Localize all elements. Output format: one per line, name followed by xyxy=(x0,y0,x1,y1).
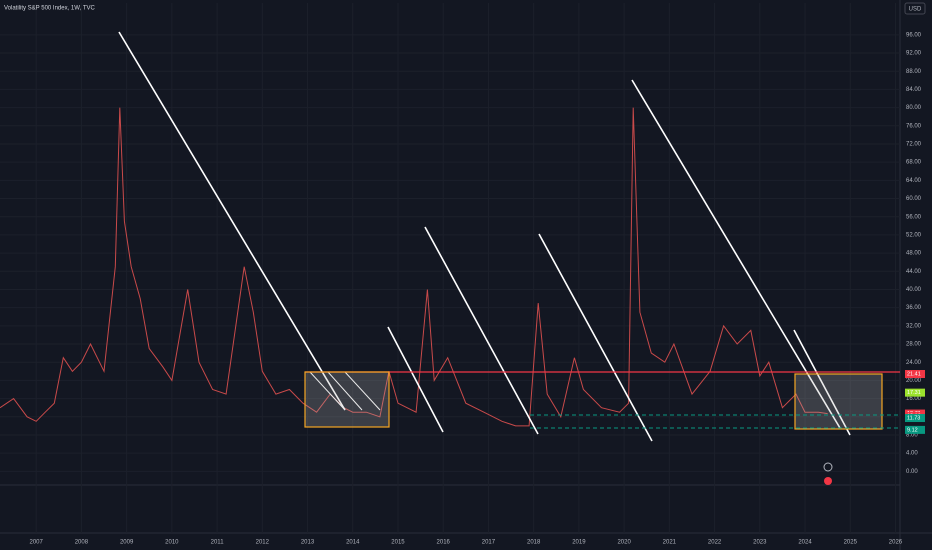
x-tick-label: 2025 xyxy=(844,540,858,546)
currency-box[interactable] xyxy=(904,2,926,15)
trend-line xyxy=(344,371,381,411)
x-tick-label: 2023 xyxy=(753,540,767,546)
y-tick-label: 80.00 xyxy=(906,105,922,111)
y-tick-label: 68.00 xyxy=(906,160,922,166)
price-line xyxy=(0,107,828,427)
x-tick-label: 2021 xyxy=(663,540,677,546)
x-tick-label: 2026 xyxy=(889,540,903,546)
price-level-label: 17.31 xyxy=(907,390,921,396)
trend-line xyxy=(424,226,539,435)
price-level-label: 9.12 xyxy=(907,427,918,433)
y-tick-label: 24.00 xyxy=(906,360,922,366)
currency-label: USD xyxy=(909,7,922,13)
trend-line xyxy=(538,233,653,442)
trend-line xyxy=(631,79,841,429)
y-tick-label: 84.00 xyxy=(906,87,922,93)
y-tick-label: 60.00 xyxy=(906,196,922,202)
y-tick-label: 16.00 xyxy=(906,396,922,402)
x-tick-label: 2011 xyxy=(211,540,225,546)
x-tick-label: 2019 xyxy=(572,540,586,546)
price-level-tag xyxy=(905,425,925,434)
price-level-tag xyxy=(905,414,925,423)
y-tick-label: 76.00 xyxy=(906,123,922,129)
y-tick-label: 44.00 xyxy=(906,269,922,275)
range-box xyxy=(794,373,883,430)
y-tick-label: 28.00 xyxy=(906,342,922,348)
trend-line xyxy=(327,371,363,411)
x-tick-label: 2012 xyxy=(256,540,270,546)
y-tick-label: 20.00 xyxy=(906,378,922,384)
trend-line xyxy=(309,371,346,411)
x-tick-label: 2010 xyxy=(165,540,179,546)
trend-line xyxy=(793,329,851,436)
y-tick-label: 36.00 xyxy=(906,305,922,311)
price-level-label: 21.41 xyxy=(907,371,921,377)
chart-title: Volatility S&P 500 Index, 1W, TVC xyxy=(4,6,95,12)
y-tick-label: 52.00 xyxy=(906,232,922,238)
x-tick-label: 2020 xyxy=(617,540,631,546)
y-tick-label: 64.00 xyxy=(906,178,922,184)
y-tick-label: 40.00 xyxy=(906,287,922,293)
x-tick-label: 2015 xyxy=(391,540,405,546)
y-tick-label: 32.00 xyxy=(906,323,922,329)
marks xyxy=(0,107,828,427)
y-tick-label: 4.00 xyxy=(906,451,918,457)
drawings xyxy=(118,31,851,442)
y-tick-label: 88.00 xyxy=(906,69,922,75)
x-tick-label: 2016 xyxy=(437,540,451,546)
grid xyxy=(0,3,900,533)
trend-line xyxy=(387,326,444,433)
range-box xyxy=(304,371,390,428)
x-tick-label: 2017 xyxy=(482,540,496,546)
x-tick-label: 2009 xyxy=(120,540,134,546)
x-tick-label: 2014 xyxy=(346,540,360,546)
price-level-tag xyxy=(905,388,925,397)
x-tick-label: 2007 xyxy=(30,540,44,546)
y-tick-label: 0.00 xyxy=(906,469,918,475)
x-tick-label: 2022 xyxy=(708,540,722,546)
price-level-label: 11.73 xyxy=(907,415,920,421)
y-tick-label: 56.00 xyxy=(906,214,922,220)
event-icon[interactable] xyxy=(823,462,833,472)
x-tick-label: 2018 xyxy=(527,540,541,546)
event-icon[interactable] xyxy=(824,477,832,485)
x-tick-label: 2008 xyxy=(75,540,89,546)
y-tick-label: 72.00 xyxy=(906,142,922,148)
y-tick-label: 48.00 xyxy=(906,251,922,257)
x-tick-label: 2024 xyxy=(798,540,812,546)
y-tick-label: 96.00 xyxy=(906,32,922,38)
y-tick-label: 92.00 xyxy=(906,51,922,57)
price-level-tag xyxy=(905,370,925,379)
x-tick-label: 2013 xyxy=(301,540,315,546)
trend-line xyxy=(118,31,346,411)
y-tick-label: 8.00 xyxy=(906,433,918,439)
